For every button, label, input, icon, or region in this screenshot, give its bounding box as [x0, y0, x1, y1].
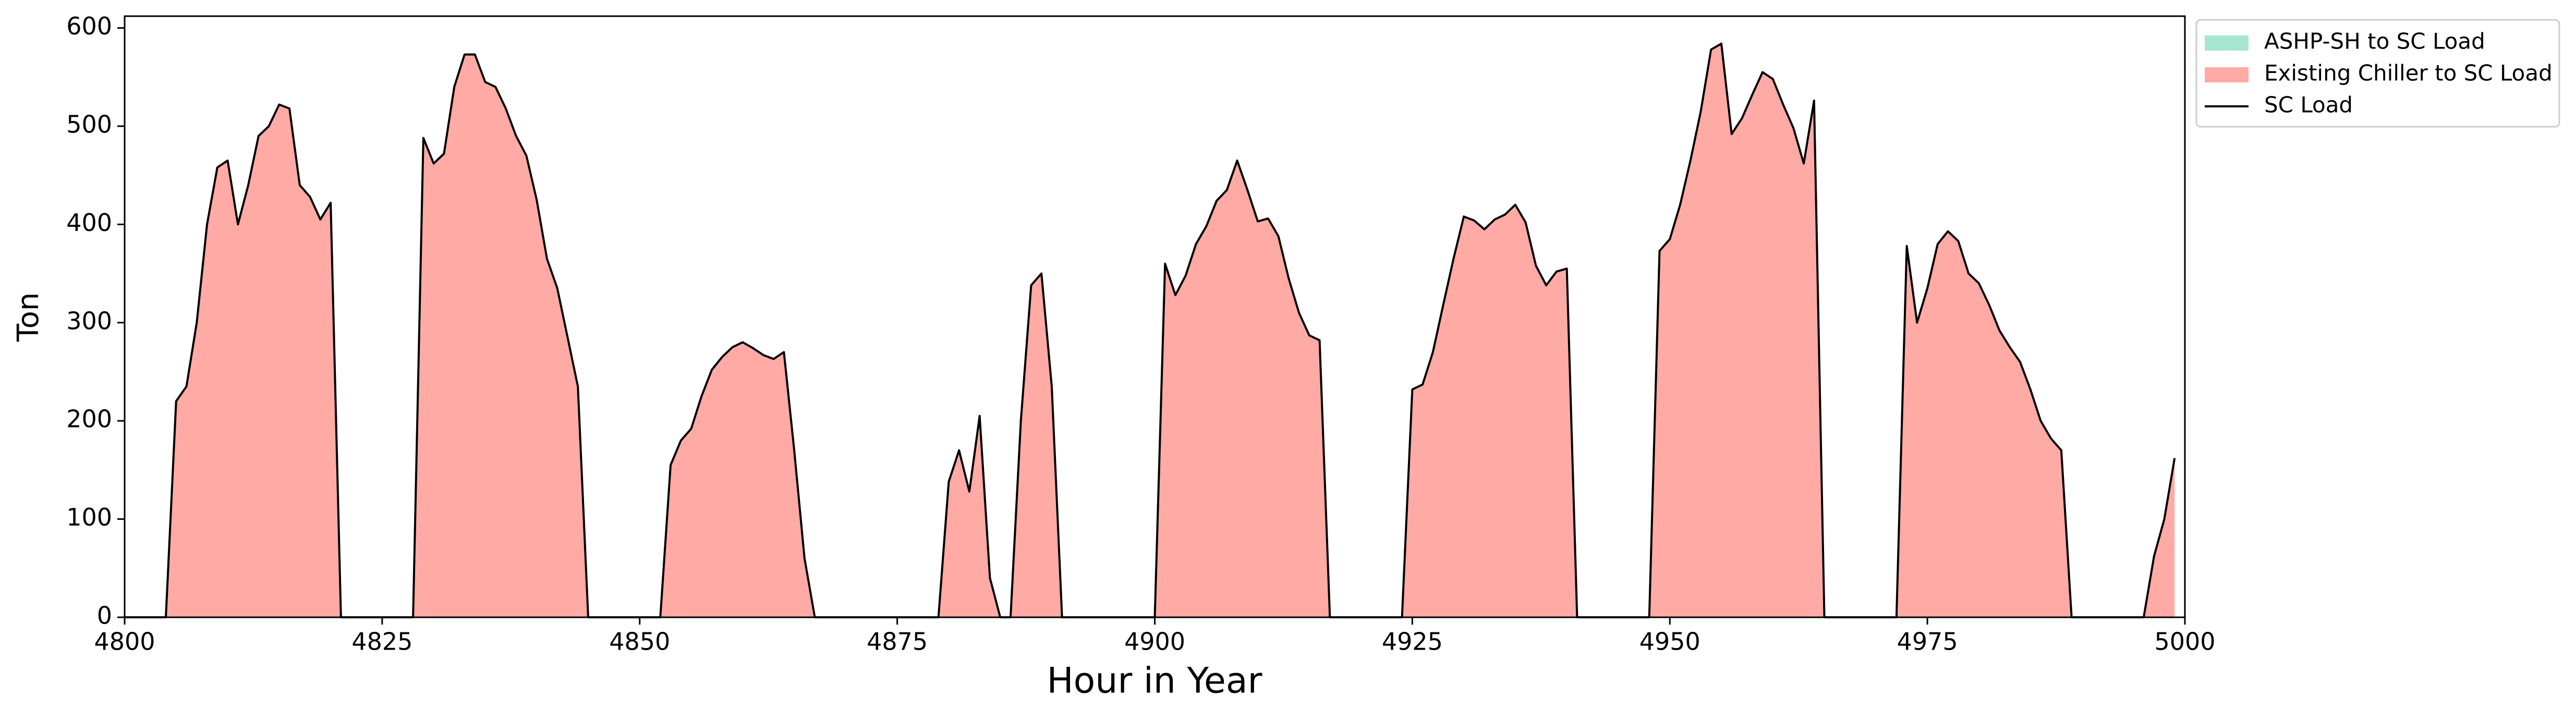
x-tick-label: 4825	[351, 628, 412, 656]
y-tick-label: 300	[66, 307, 112, 335]
legend-label: Existing Chiller to SC Load	[2264, 60, 2553, 86]
y-tick-label: 500	[66, 111, 112, 139]
legend-swatch	[2205, 35, 2249, 51]
legend-label: ASHP-SH to SC Load	[2264, 29, 2485, 54]
x-tick-label: 4925	[1382, 628, 1443, 656]
y-axis-label: Ton	[11, 292, 45, 342]
y-tick-label: 400	[66, 209, 112, 237]
x-tick-label: 4850	[609, 628, 670, 656]
x-tick-label: 4975	[1897, 628, 1958, 656]
legend-label: SC Load	[2264, 92, 2353, 118]
x-tick-label: 4800	[94, 628, 155, 656]
y-tick-label: 600	[66, 12, 112, 40]
legend-swatch	[2205, 67, 2249, 82]
x-tick-label: 5000	[2154, 628, 2215, 656]
x-tick-label: 4900	[1124, 628, 1185, 656]
y-tick-label: 100	[66, 503, 112, 531]
x-axis-label: Hour in Year	[1047, 661, 1262, 702]
legend-box	[2195, 19, 2560, 128]
x-tick-label: 4875	[867, 628, 928, 656]
area	[125, 43, 2175, 618]
y-tick-label: 200	[66, 405, 112, 433]
x-tick-label: 4950	[1639, 628, 1700, 656]
y-tick-label: 0	[97, 602, 112, 630]
